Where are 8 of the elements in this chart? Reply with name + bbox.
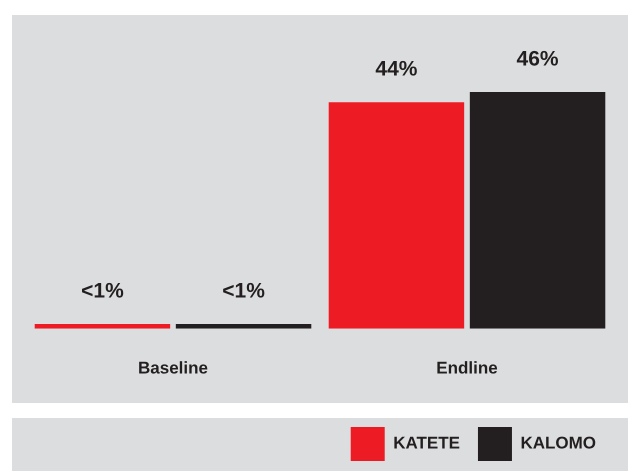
legend-label: KATETE xyxy=(393,434,460,453)
data-label: 46% xyxy=(516,47,559,70)
legend-label: KALOMO xyxy=(520,434,596,453)
data-label: <1% xyxy=(81,279,124,302)
x-tick-label: Baseline xyxy=(138,358,208,378)
data-label: 44% xyxy=(375,58,418,81)
x-tick-label: Endline xyxy=(436,358,498,378)
data-label: <1% xyxy=(222,279,266,302)
